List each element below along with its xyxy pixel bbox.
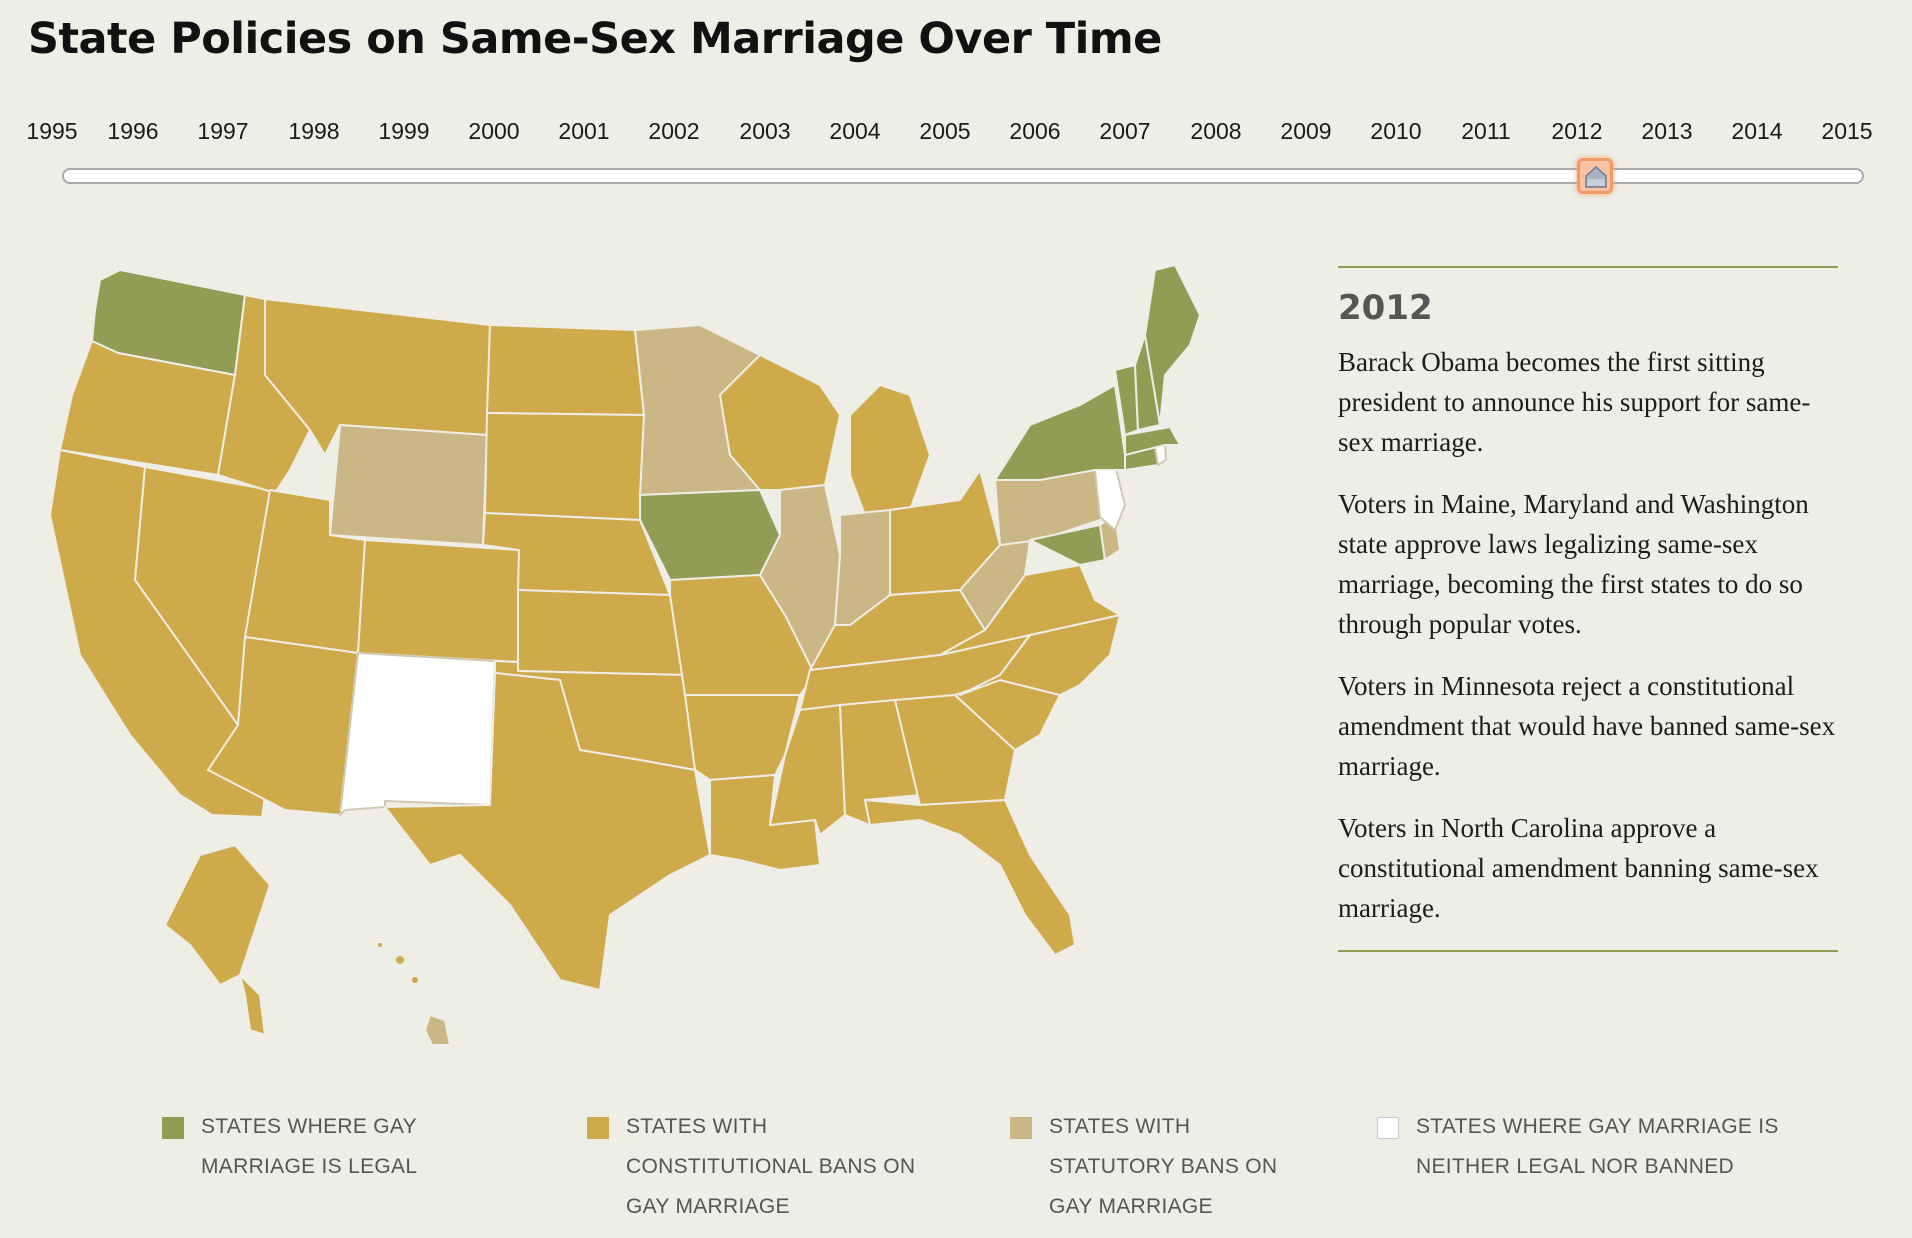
year-2001[interactable]: 2001: [558, 118, 610, 144]
slider-grip-icon: [1585, 165, 1607, 188]
panel-year: 2012: [1338, 288, 1433, 328]
hawaii-island-small-3: [376, 941, 384, 949]
state-iowa[interactable]: [639, 489, 781, 581]
year-1999[interactable]: 1999: [378, 118, 430, 144]
timeline-slider-handle[interactable]: [1577, 158, 1613, 194]
state-wyoming[interactable]: [329, 424, 488, 546]
year-1996[interactable]: 1996: [107, 118, 159, 144]
us-states-map: [49, 264, 1201, 1046]
panel-paragraph-2: Voters in Maine, Maryland and Washington…: [1338, 489, 1809, 639]
year-2012[interactable]: 2012: [1551, 118, 1603, 144]
year-2003[interactable]: 2003: [739, 118, 791, 144]
state-north-dakota[interactable]: [486, 324, 645, 416]
timeline-slider-track[interactable]: [62, 168, 1864, 184]
year-2011[interactable]: 2011: [1461, 118, 1511, 144]
year-2005[interactable]: 2005: [919, 118, 971, 144]
legend-item-legal: STATES WHERE GAY MARRIAGE IS LEGAL: [162, 1115, 531, 1187]
year-1997[interactable]: 1997: [197, 118, 249, 144]
year-2014[interactable]: 2014: [1731, 118, 1783, 144]
panel-bottom-rule: [1338, 950, 1838, 952]
year-info-panel: 2012 Barack Obama becomes the first sitt…: [1338, 266, 1838, 952]
state-new-mexico[interactable]: [339, 652, 496, 816]
year-2008[interactable]: 2008: [1190, 118, 1242, 144]
year-2010[interactable]: 2010: [1370, 118, 1422, 144]
state-west-virginia[interactable]: [959, 539, 1031, 631]
year-1998[interactable]: 1998: [288, 118, 340, 144]
year-1995[interactable]: 1995: [26, 118, 78, 144]
state-kansas[interactable]: [517, 589, 686, 676]
state-michigan[interactable]: [849, 384, 931, 516]
legend-swatch-constitutional-ban: [587, 1117, 609, 1139]
page-title: State Policies on Same-Sex Marriage Over…: [28, 14, 1162, 64]
legend-swatch-neither: [1377, 1117, 1399, 1139]
year-2015[interactable]: 2015: [1821, 118, 1873, 144]
legend-swatch-legal: [162, 1117, 184, 1139]
state-maine[interactable]: [1144, 264, 1201, 426]
panel-top-rule: [1338, 266, 1838, 268]
panel-paragraph-3: Voters in Minnesota reject a constitutio…: [1338, 671, 1836, 781]
alaska-panhandle: [239, 974, 266, 1036]
year-2004[interactable]: 2004: [829, 118, 881, 144]
state-louisiana[interactable]: [709, 774, 821, 871]
state-north-carolina[interactable]: [959, 614, 1121, 696]
legend-item-statutory-ban: STATES WITH STATUTORY BANS ON GAY MARRIA…: [1010, 1115, 1319, 1227]
legend-label-neither: STATES WHERE GAY MARRIAGE IS NEITHER LEG…: [1416, 1115, 1779, 1178]
timeline-years: 1995 1996 1997 1998 1999 2000 2001 2002 …: [0, 118, 1912, 148]
state-hawaii[interactable]: [424, 1014, 451, 1046]
legend-swatch-statutory-ban: [1010, 1117, 1032, 1139]
legend-label-legal: STATES WHERE GAY MARRIAGE IS LEGAL: [201, 1115, 418, 1178]
state-texas[interactable]: [384, 672, 711, 991]
state-colorado[interactable]: [357, 539, 520, 663]
state-alaska[interactable]: [164, 844, 271, 986]
legend-label-constitutional-ban: STATES WITH CONSTITUTIONAL BANS ON GAY M…: [626, 1115, 916, 1218]
year-2006[interactable]: 2006: [1009, 118, 1061, 144]
legend-label-statutory-ban: STATES WITH STATUTORY BANS ON GAY MARRIA…: [1049, 1115, 1278, 1218]
state-new-york[interactable]: [994, 384, 1126, 481]
year-2013[interactable]: 2013: [1641, 118, 1693, 144]
year-2002[interactable]: 2002: [648, 118, 700, 144]
year-2000[interactable]: 2000: [468, 118, 520, 144]
state-florida[interactable]: [864, 799, 1076, 956]
panel-paragraph-4: Voters in North Carolina approve a const…: [1338, 813, 1819, 923]
hawaii-island-small-2: [410, 975, 420, 985]
state-south-dakota[interactable]: [484, 412, 645, 521]
year-2009[interactable]: 2009: [1280, 118, 1332, 144]
hawaii-island-small-1: [394, 954, 406, 966]
year-2007[interactable]: 2007: [1099, 118, 1151, 144]
legend-item-neither: STATES WHERE GAY MARRIAGE IS NEITHER LEG…: [1377, 1115, 1796, 1187]
legend-item-constitutional-ban: STATES WITH CONSTITUTIONAL BANS ON GAY M…: [587, 1115, 956, 1227]
panel-paragraph-1: Barack Obama becomes the first sitting p…: [1338, 347, 1811, 457]
state-massachusetts[interactable]: [1124, 426, 1181, 456]
